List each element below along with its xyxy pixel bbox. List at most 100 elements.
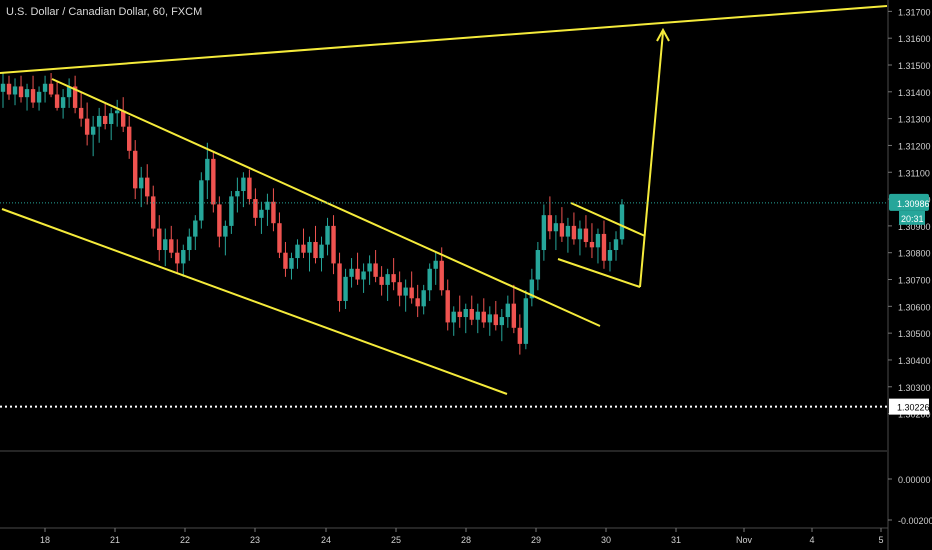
candle-body xyxy=(24,89,30,98)
time-tick-label: 23 xyxy=(250,535,260,545)
candle-body xyxy=(559,223,565,237)
price-tick-label: 1.31300 xyxy=(898,115,931,125)
candle-body xyxy=(325,225,330,245)
trendline-channel-bottom xyxy=(1,208,508,395)
candle-body xyxy=(415,298,420,307)
trendline-flag-bottom xyxy=(557,258,641,288)
candle-body xyxy=(217,204,222,237)
candle-body xyxy=(445,290,450,323)
candle-body xyxy=(265,201,270,210)
price-tick-label: 1.30300 xyxy=(898,383,931,393)
candle-body xyxy=(541,215,547,251)
candle-body xyxy=(391,274,396,283)
candle-body xyxy=(66,86,72,98)
candle-body xyxy=(337,263,342,301)
trendline-channel-top xyxy=(51,78,601,327)
candle-body xyxy=(277,223,282,253)
countdown-badge xyxy=(899,210,925,225)
candle-body xyxy=(421,290,426,307)
candle-body xyxy=(169,239,174,253)
candle-body xyxy=(361,271,366,280)
time-tick-label: 30 xyxy=(601,535,611,545)
candle-body xyxy=(427,268,432,291)
candle-body xyxy=(18,86,24,98)
candle-body xyxy=(481,311,486,323)
time-tick-label: 4 xyxy=(809,535,814,545)
price-tick-label: 1.31700 xyxy=(898,7,931,17)
price-tick-label: 1.30600 xyxy=(898,302,931,312)
candle-body xyxy=(379,276,384,285)
time-tick-label: 31 xyxy=(671,535,681,545)
candle-body xyxy=(78,107,84,119)
candle-body xyxy=(283,252,288,269)
level-label: 1.30226 xyxy=(897,403,930,413)
candle-body xyxy=(120,110,126,127)
candle-body xyxy=(457,311,462,318)
candle-body xyxy=(403,287,408,296)
candle-body xyxy=(553,223,559,232)
price-tick-label: 1.30500 xyxy=(898,329,931,339)
time-tick-label: 24 xyxy=(321,535,331,545)
lower-indicator-pane: 0.00000 -0.00200 xyxy=(0,450,932,526)
candle-body xyxy=(241,177,246,192)
candle-body xyxy=(181,250,186,264)
trendline-drawings xyxy=(0,5,888,408)
candle-body xyxy=(48,83,54,95)
candle-body xyxy=(0,83,6,92)
candle-body xyxy=(493,314,498,326)
time-tick-label: 18 xyxy=(40,535,50,545)
candle-body xyxy=(601,233,607,261)
candle-body xyxy=(127,126,132,151)
candle-body xyxy=(451,311,456,323)
candle-body xyxy=(499,317,505,326)
price-tick-label: 1.31600 xyxy=(898,34,931,44)
candle-body xyxy=(84,118,90,135)
candle-body xyxy=(235,191,240,197)
candle-body xyxy=(30,89,36,103)
candle-body xyxy=(613,239,619,251)
trendline-projection-arrow xyxy=(639,31,664,288)
current-price-label: 1.30986 xyxy=(897,199,930,209)
candle-body xyxy=(433,260,438,269)
candle-body xyxy=(583,228,589,242)
time-tick-label: 28 xyxy=(461,535,471,545)
candle-body xyxy=(36,91,42,103)
candle-body xyxy=(523,298,529,344)
time-tick-label: 21 xyxy=(110,535,120,545)
candle-body xyxy=(535,250,541,280)
candle-body xyxy=(229,196,234,226)
candle-body xyxy=(139,177,144,189)
candle-body xyxy=(289,258,294,269)
countdown-label: 20:31 xyxy=(901,214,924,224)
candle-body xyxy=(54,94,60,108)
candle-body xyxy=(487,314,492,323)
candle-body xyxy=(511,303,517,328)
candle-body xyxy=(102,115,108,124)
candle-body xyxy=(409,287,414,299)
candle-body xyxy=(163,239,168,251)
candle-body xyxy=(313,241,318,259)
current-price-badge xyxy=(889,193,929,211)
candle-body xyxy=(385,274,390,285)
candle-body xyxy=(595,233,601,248)
candle-body xyxy=(349,268,354,277)
trendline-flag-top xyxy=(570,202,646,237)
time-tick-label: 22 xyxy=(180,535,190,545)
candle-body xyxy=(619,204,625,240)
trendline-long-resistance xyxy=(0,5,888,74)
candle-body xyxy=(589,241,595,248)
candle-body xyxy=(577,228,583,240)
candle-body xyxy=(199,180,204,221)
time-tick-label: 29 xyxy=(531,535,541,545)
candle-body xyxy=(96,115,102,127)
candle-body xyxy=(157,228,162,251)
price-axis[interactable]: 1.31700 1.31600 1.31500 1.31400 1.31300 1.312… xyxy=(887,0,931,550)
candle-body xyxy=(529,279,535,299)
candle-body xyxy=(223,225,228,237)
candle-body xyxy=(397,282,402,296)
time-axis[interactable]: 18 21 22 23 24 25 28 29 30 31 Nov 4 5 xyxy=(0,527,888,545)
time-tick-label: 5 xyxy=(878,535,883,545)
candle-body xyxy=(331,225,336,264)
candle-body xyxy=(145,177,150,197)
candle-body xyxy=(90,126,96,135)
